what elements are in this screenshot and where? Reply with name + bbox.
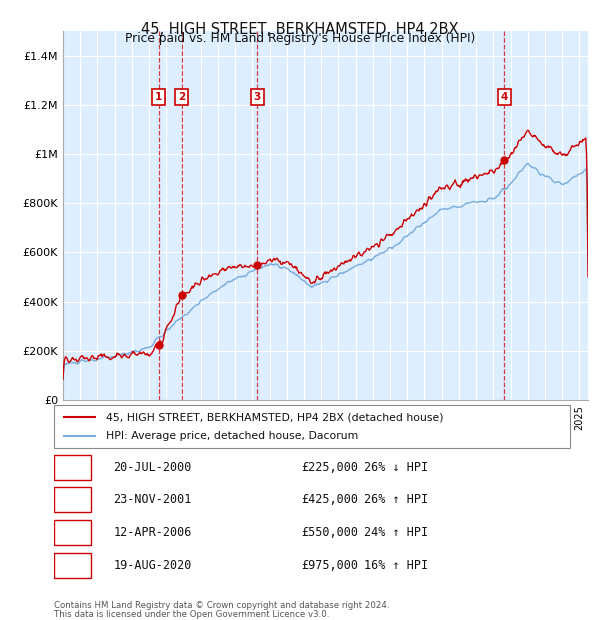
Text: 24% ↑ HPI: 24% ↑ HPI — [364, 526, 428, 539]
Text: Contains HM Land Registry data © Crown copyright and database right 2024.: Contains HM Land Registry data © Crown c… — [54, 601, 389, 611]
Text: 20-JUL-2000: 20-JUL-2000 — [113, 461, 192, 474]
Text: 26% ↑ HPI: 26% ↑ HPI — [364, 494, 428, 507]
Text: 26% ↓ HPI: 26% ↓ HPI — [364, 461, 428, 474]
Text: 45, HIGH STREET, BERKHAMSTED, HP4 2BX: 45, HIGH STREET, BERKHAMSTED, HP4 2BX — [141, 22, 459, 37]
Text: £225,000: £225,000 — [302, 461, 359, 474]
Text: 45, HIGH STREET, BERKHAMSTED, HP4 2BX (detached house): 45, HIGH STREET, BERKHAMSTED, HP4 2BX (d… — [106, 412, 443, 422]
Text: Price paid vs. HM Land Registry's House Price Index (HPI): Price paid vs. HM Land Registry's House … — [125, 32, 475, 45]
Text: 3: 3 — [68, 526, 77, 539]
Text: 2: 2 — [178, 92, 185, 102]
Text: This data is licensed under the Open Government Licence v3.0.: This data is licensed under the Open Gov… — [54, 610, 329, 619]
Text: 3: 3 — [254, 92, 261, 102]
Text: 1: 1 — [68, 461, 77, 474]
Text: £975,000: £975,000 — [302, 559, 359, 572]
Text: HPI: Average price, detached house, Dacorum: HPI: Average price, detached house, Daco… — [106, 431, 358, 441]
Text: 16% ↑ HPI: 16% ↑ HPI — [364, 559, 428, 572]
FancyBboxPatch shape — [54, 553, 91, 578]
Text: 2: 2 — [68, 494, 77, 507]
FancyBboxPatch shape — [54, 520, 91, 545]
Text: 19-AUG-2020: 19-AUG-2020 — [113, 559, 192, 572]
FancyBboxPatch shape — [54, 454, 91, 480]
Text: 1: 1 — [155, 92, 162, 102]
Text: 4: 4 — [500, 92, 508, 102]
Text: £550,000: £550,000 — [302, 526, 359, 539]
Text: 23-NOV-2001: 23-NOV-2001 — [113, 494, 192, 507]
Text: £425,000: £425,000 — [302, 494, 359, 507]
FancyBboxPatch shape — [54, 487, 91, 513]
Text: 12-APR-2006: 12-APR-2006 — [113, 526, 192, 539]
Text: 4: 4 — [68, 559, 77, 572]
FancyBboxPatch shape — [54, 405, 570, 448]
